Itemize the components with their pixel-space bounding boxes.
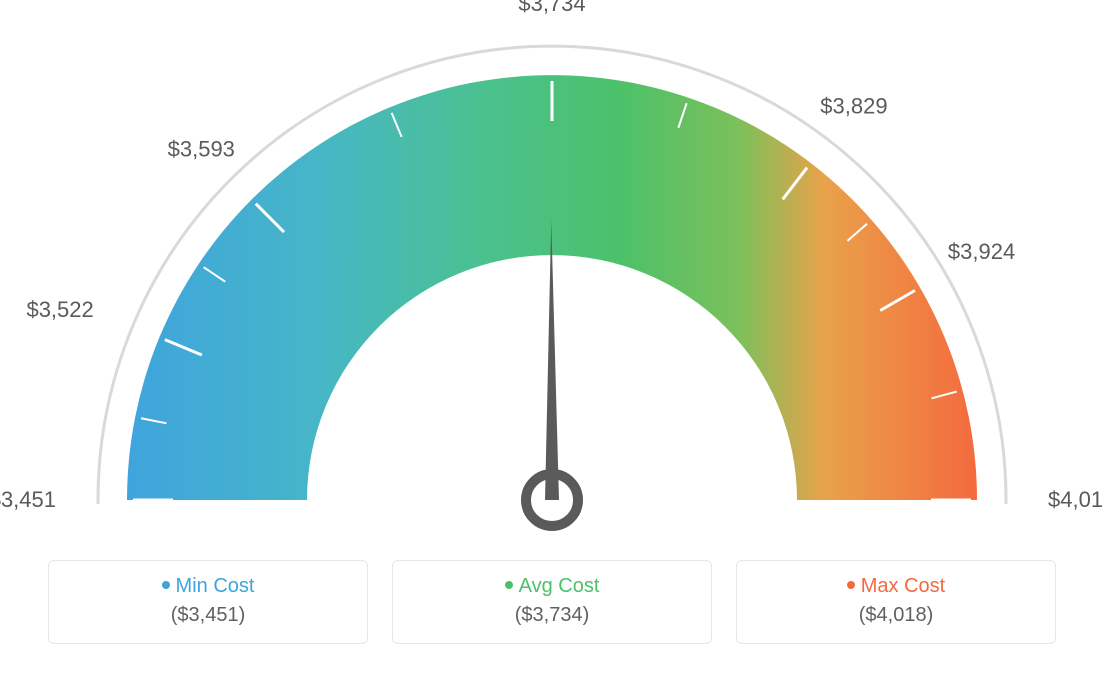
- legend-value: ($3,734): [403, 604, 701, 627]
- legend-title-text: Min Cost: [176, 575, 255, 597]
- svg-text:$3,734: $3,734: [518, 0, 585, 16]
- svg-text:$4,018: $4,018: [1048, 487, 1104, 512]
- legend-title: Min Cost: [59, 575, 357, 598]
- legend-value: ($4,018): [747, 604, 1045, 627]
- legend-title-text: Avg Cost: [519, 575, 600, 597]
- legend-dot-icon: [505, 581, 513, 589]
- legend-card-avg: Avg Cost ($3,734): [392, 560, 712, 644]
- legend-value: ($3,451): [59, 604, 357, 627]
- legend-dot-icon: [162, 581, 170, 589]
- legend-dot-icon: [847, 581, 855, 589]
- gauge-chart: $3,451 $3,522 $3,593 $3,734 $3,829 $3,924 $4,0…: [0, 0, 1104, 560]
- legend-title: Avg Cost: [403, 575, 701, 598]
- legend-row: Min Cost ($3,451) Avg Cost ($3,734) Max …: [0, 560, 1104, 664]
- legend-card-min: Min Cost ($3,451): [48, 560, 368, 644]
- legend-title: Max Cost: [747, 575, 1045, 598]
- svg-text:$3,593: $3,593: [168, 136, 235, 161]
- svg-text:$3,924: $3,924: [948, 239, 1015, 264]
- svg-text:$3,829: $3,829: [820, 93, 887, 118]
- legend-card-max: Max Cost ($4,018): [736, 560, 1056, 644]
- svg-text:$3,522: $3,522: [26, 297, 93, 322]
- svg-text:$3,451: $3,451: [0, 487, 56, 512]
- legend-title-text: Max Cost: [861, 575, 945, 597]
